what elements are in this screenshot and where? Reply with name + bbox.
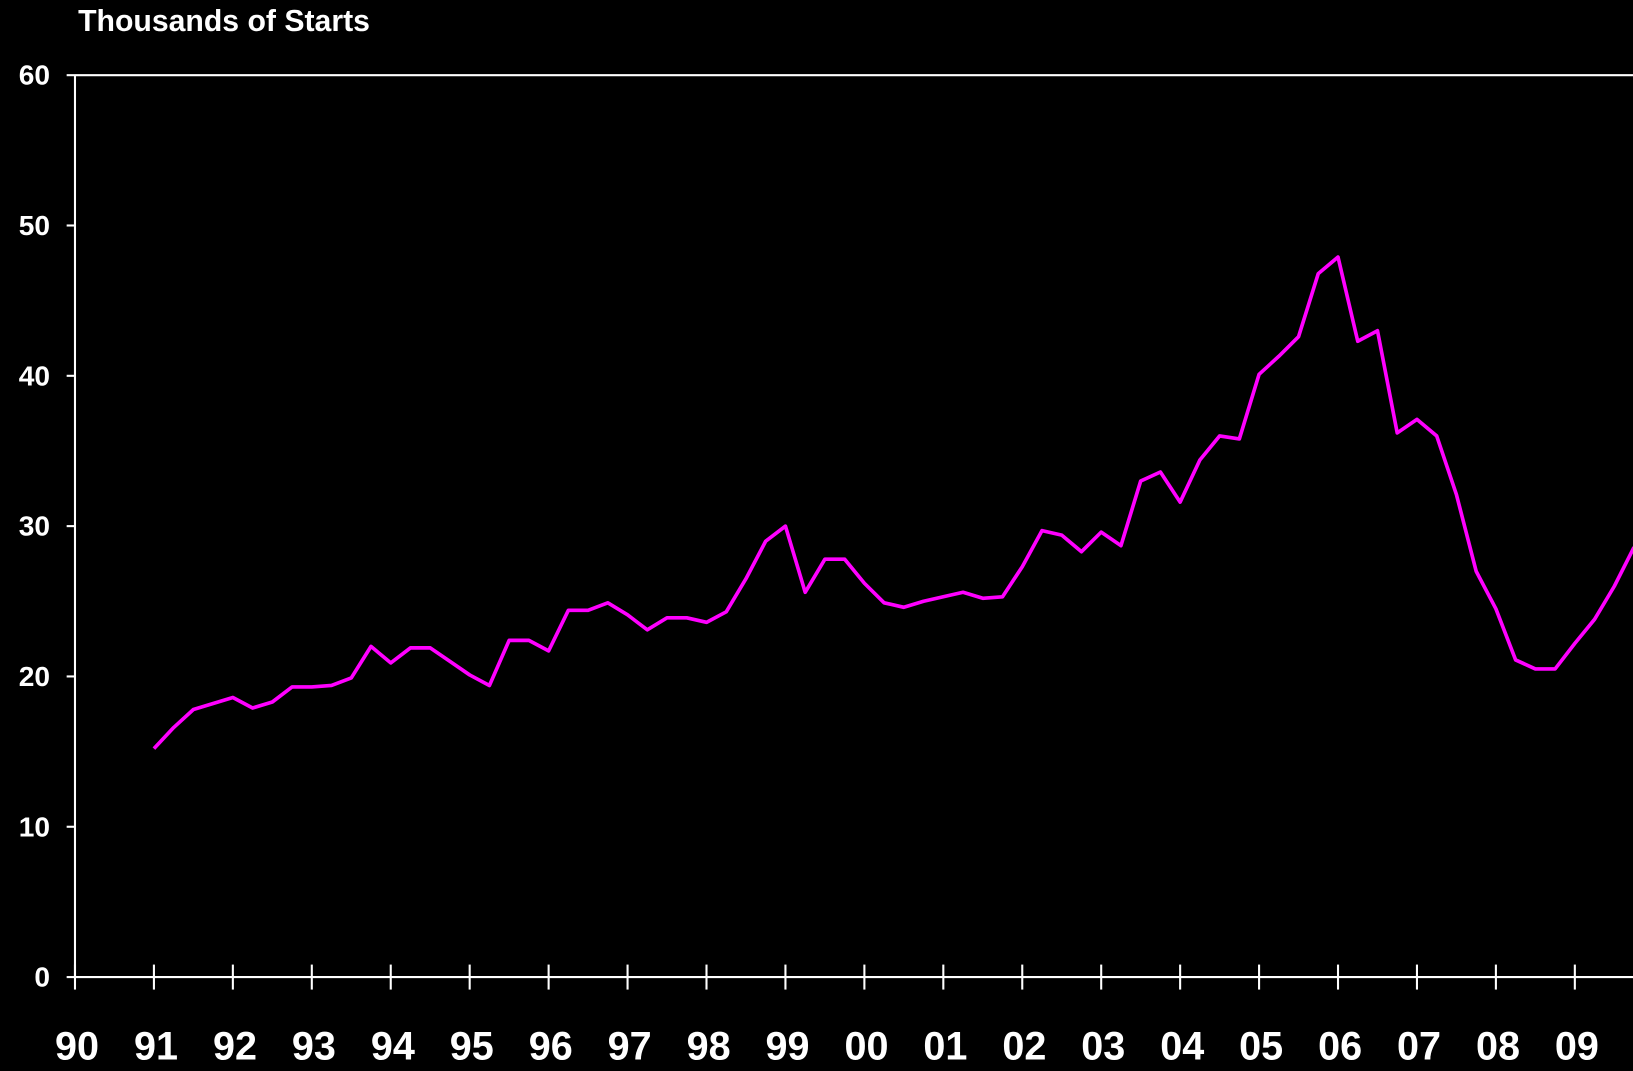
x-tick-label: 04: [1160, 1024, 1204, 1068]
x-tick-label: 01: [923, 1024, 967, 1068]
x-tick-label: 00: [844, 1024, 888, 1068]
y-tick-label: 0: [34, 962, 50, 993]
y-tick-label: 30: [19, 511, 50, 542]
x-tick-label: 99: [766, 1024, 810, 1068]
y-tick-label: 60: [19, 60, 50, 91]
x-tick-label: 02: [1002, 1024, 1046, 1068]
x-tick-label: 08: [1476, 1024, 1520, 1068]
x-tick-label: 94: [371, 1024, 415, 1068]
x-tick-label: 93: [292, 1024, 336, 1068]
x-tick-label: 92: [213, 1024, 257, 1068]
y-tick-label: 50: [19, 210, 50, 241]
x-tick-label: 07: [1397, 1024, 1441, 1068]
x-tick-label: 91: [134, 1024, 178, 1068]
y-tick-label: 20: [19, 661, 50, 692]
x-tick-label: 03: [1081, 1024, 1125, 1068]
x-tick-label: 90: [55, 1024, 99, 1068]
x-tick-label: 09: [1555, 1024, 1599, 1068]
x-tick-label: 98: [687, 1024, 731, 1068]
chart-title: Thousands of Starts: [78, 5, 370, 38]
data-line: [152, 255, 1633, 750]
x-tick-label: 97: [608, 1024, 652, 1068]
y-tick-label: 40: [19, 360, 50, 391]
x-tick-label: 05: [1239, 1024, 1283, 1068]
x-tick-label: 95: [450, 1024, 494, 1068]
y-tick-label: 10: [19, 811, 50, 842]
x-tick-label: 96: [529, 1024, 573, 1068]
x-tick-label: 06: [1318, 1024, 1362, 1068]
